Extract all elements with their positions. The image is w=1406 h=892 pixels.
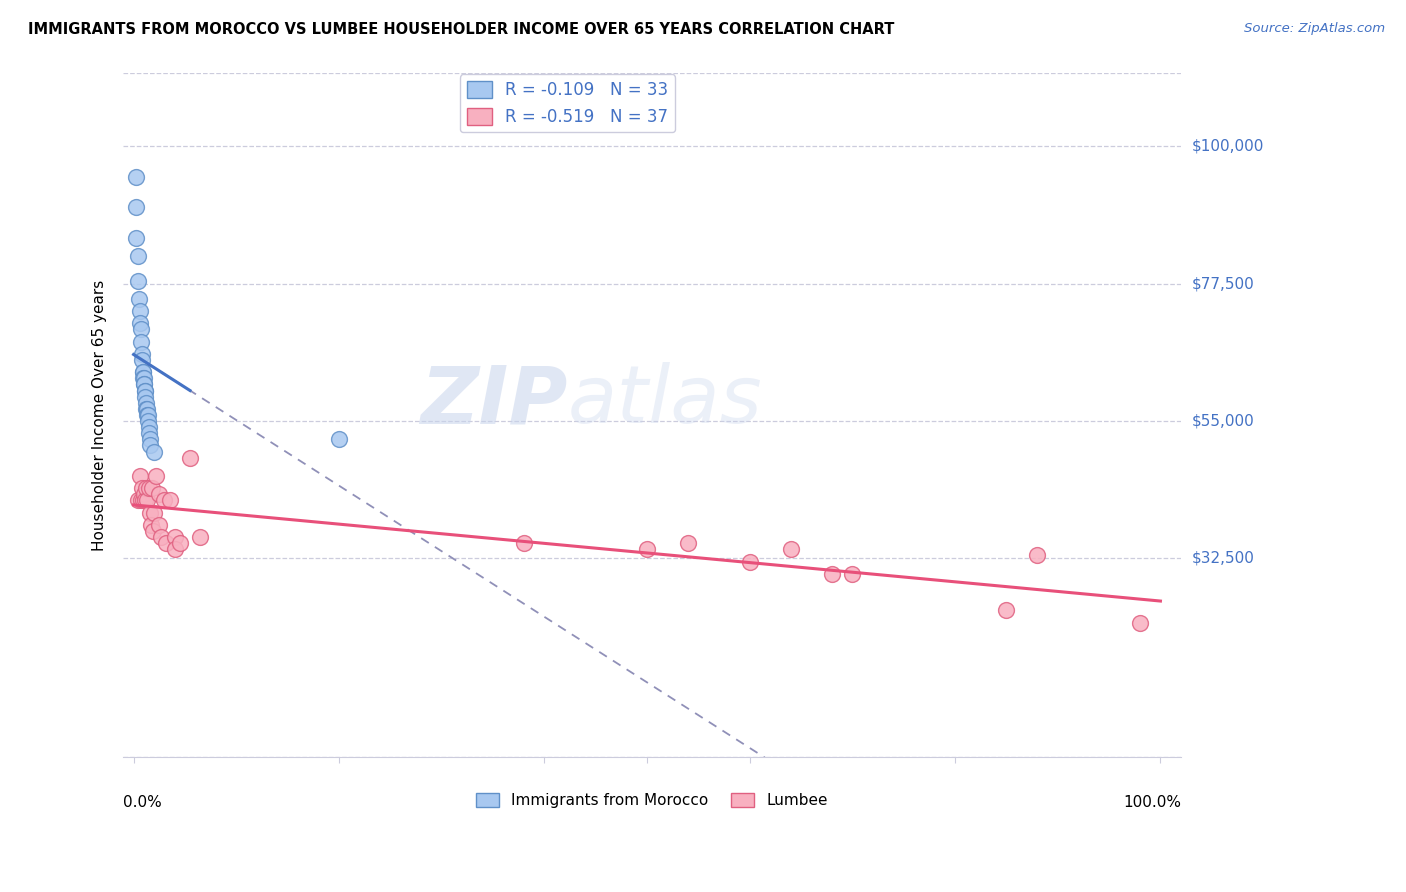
- Point: [135, 408, 157, 422]
- Point: [127, 274, 149, 288]
- Point: [134, 384, 156, 398]
- Point: [636, 542, 658, 557]
- Point: [132, 371, 155, 385]
- Point: [134, 493, 156, 508]
- Point: [179, 450, 201, 465]
- Point: [134, 390, 156, 404]
- Point: [779, 542, 801, 557]
- Point: [138, 420, 160, 434]
- Point: [139, 517, 162, 532]
- Point: [134, 384, 156, 398]
- Point: [131, 481, 153, 495]
- Point: [513, 536, 536, 550]
- Point: [138, 426, 160, 441]
- Text: IMMIGRANTS FROM MOROCCO VS LUMBEE HOUSEHOLDER INCOME OVER 65 YEARS CORRELATION C: IMMIGRANTS FROM MOROCCO VS LUMBEE HOUSEH…: [28, 22, 894, 37]
- Point: [143, 506, 166, 520]
- Point: [128, 292, 150, 306]
- Point: [132, 377, 155, 392]
- Text: atlas: atlas: [568, 362, 762, 441]
- Point: [153, 493, 176, 508]
- Point: [155, 536, 177, 550]
- Point: [163, 542, 186, 557]
- Point: [995, 603, 1018, 617]
- Point: [124, 200, 146, 214]
- Text: 100.0%: 100.0%: [1123, 795, 1181, 810]
- Text: $77,500: $77,500: [1192, 277, 1254, 291]
- Point: [124, 231, 146, 245]
- Text: $100,000: $100,000: [1192, 139, 1264, 153]
- Point: [132, 377, 155, 392]
- Point: [135, 493, 157, 508]
- Legend: Immigrants from Morocco, Lumbee: Immigrants from Morocco, Lumbee: [470, 787, 834, 814]
- Point: [139, 506, 162, 520]
- Point: [135, 396, 157, 410]
- Point: [128, 304, 150, 318]
- Point: [132, 493, 155, 508]
- Point: [150, 530, 173, 544]
- Y-axis label: Householder Income Over 65 years: Householder Income Over 65 years: [93, 279, 107, 550]
- Point: [127, 493, 149, 508]
- Point: [129, 322, 152, 336]
- Point: [139, 433, 162, 447]
- Point: [129, 493, 152, 508]
- Point: [131, 347, 153, 361]
- Point: [136, 414, 159, 428]
- Text: 0.0%: 0.0%: [124, 795, 162, 810]
- Point: [328, 433, 350, 447]
- Text: Source: ZipAtlas.com: Source: ZipAtlas.com: [1244, 22, 1385, 36]
- Point: [141, 481, 163, 495]
- Point: [136, 408, 159, 422]
- Point: [143, 444, 166, 458]
- Point: [135, 401, 157, 416]
- Point: [138, 481, 160, 495]
- Point: [132, 365, 155, 379]
- Point: [132, 487, 155, 501]
- Point: [145, 469, 167, 483]
- Text: ZIP: ZIP: [420, 362, 568, 441]
- Point: [148, 487, 170, 501]
- Point: [148, 517, 170, 532]
- Point: [163, 530, 186, 544]
- Point: [131, 353, 153, 368]
- Point: [159, 493, 181, 508]
- Point: [841, 566, 863, 581]
- Point: [821, 566, 844, 581]
- Point: [135, 481, 157, 495]
- Point: [738, 555, 761, 569]
- Point: [676, 536, 699, 550]
- Point: [132, 365, 155, 379]
- Point: [142, 524, 165, 538]
- Text: $32,500: $32,500: [1192, 551, 1256, 566]
- Point: [129, 334, 152, 349]
- Point: [132, 371, 155, 385]
- Point: [1129, 615, 1152, 630]
- Point: [127, 249, 149, 263]
- Point: [169, 536, 191, 550]
- Point: [128, 317, 150, 331]
- Point: [1026, 549, 1049, 563]
- Point: [128, 469, 150, 483]
- Point: [135, 401, 157, 416]
- Text: $55,000: $55,000: [1192, 414, 1254, 428]
- Point: [124, 169, 146, 184]
- Point: [139, 438, 162, 452]
- Point: [188, 530, 211, 544]
